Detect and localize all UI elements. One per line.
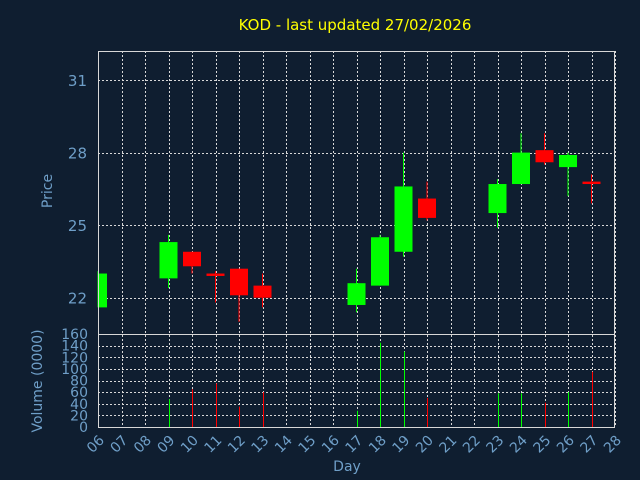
- price-tick-label: 25: [68, 217, 87, 235]
- candle: [488, 179, 507, 228]
- volume-panel-frame: [98, 334, 615, 428]
- x-tick-label: 09: [154, 433, 178, 457]
- price-axis-label: Price: [40, 174, 56, 208]
- x-tick-label: 17: [342, 433, 366, 457]
- candle: [559, 152, 577, 197]
- candle-body: [394, 186, 413, 252]
- x-tick-label: 21: [436, 433, 460, 457]
- x-tick-label: 28: [601, 433, 625, 457]
- x-tick-label: 26: [554, 433, 578, 457]
- candle: [253, 273, 272, 308]
- x-tick-label: 10: [178, 433, 202, 457]
- x-axis-label: Day: [333, 459, 361, 475]
- x-tick-label: 15: [295, 433, 319, 457]
- price-tick-label: 22: [68, 290, 87, 308]
- candle: [371, 234, 389, 286]
- candle: [535, 133, 554, 165]
- candle: [159, 234, 178, 289]
- volume-tick-label: 20: [70, 408, 88, 424]
- candle-body: [98, 273, 107, 308]
- candle-body: [371, 237, 389, 286]
- candle-body: [253, 285, 272, 298]
- x-tick-label: 14: [272, 433, 296, 457]
- x-tick-label: 23: [483, 433, 507, 457]
- volume-tick-label: 40: [70, 397, 88, 413]
- x-tick-label: 25: [530, 433, 554, 457]
- candle: [230, 268, 248, 322]
- candle: [97, 271, 107, 308]
- volume-tick-label: 80: [70, 374, 88, 390]
- candle: [183, 251, 201, 274]
- volume-tick-label: 0: [79, 420, 88, 436]
- candle-body: [206, 273, 225, 276]
- candle-body: [418, 198, 436, 218]
- x-tick-label: 22: [460, 433, 484, 457]
- volume-layer: [169, 342, 593, 427]
- volume-tick-label: 160: [61, 327, 88, 343]
- candle-body: [535, 150, 554, 163]
- x-tick-label: 13: [248, 433, 272, 457]
- candle-body: [488, 184, 507, 214]
- x-tick-label: 20: [413, 433, 437, 457]
- volume-axis-label: Volume (0000): [30, 329, 46, 432]
- x-tick-label: 06: [84, 433, 108, 457]
- candle-body: [559, 155, 577, 168]
- x-tick-label: 11: [201, 433, 225, 457]
- candle-body: [512, 152, 530, 185]
- candle-body: [582, 181, 601, 185]
- price-tick-label: 28: [68, 145, 87, 163]
- candle-body: [159, 242, 178, 279]
- volume-tick-label: 100: [61, 362, 88, 378]
- x-tick-label: 12: [225, 433, 249, 457]
- candle-body: [230, 268, 248, 296]
- volume-tick-label: 120: [61, 350, 88, 366]
- grid-layer: [98, 51, 616, 428]
- candle-body: [347, 283, 366, 305]
- candle-body: [183, 251, 201, 267]
- x-tick-label: 27: [577, 433, 601, 457]
- candle-layer: [97, 133, 601, 322]
- x-tick-label: 24: [507, 433, 531, 457]
- candle: [394, 152, 413, 257]
- candle: [512, 133, 530, 185]
- x-tick-label: 07: [107, 433, 131, 457]
- x-tick-label: 18: [366, 433, 390, 457]
- chart-title: KOD - last updated 27/02/2026: [239, 16, 472, 34]
- volume-tick-label: 140: [61, 339, 88, 355]
- x-tick-label: 08: [131, 433, 155, 457]
- volume-tick-label: 60: [70, 385, 88, 401]
- candle: [347, 268, 366, 313]
- x-tick-label: 16: [319, 433, 343, 457]
- price-tick-label: 31: [68, 72, 87, 90]
- candle: [418, 181, 436, 221]
- x-tick-label: 19: [389, 433, 413, 457]
- candle: [206, 271, 225, 303]
- candle: [582, 174, 601, 204]
- frame-layer: [98, 51, 615, 428]
